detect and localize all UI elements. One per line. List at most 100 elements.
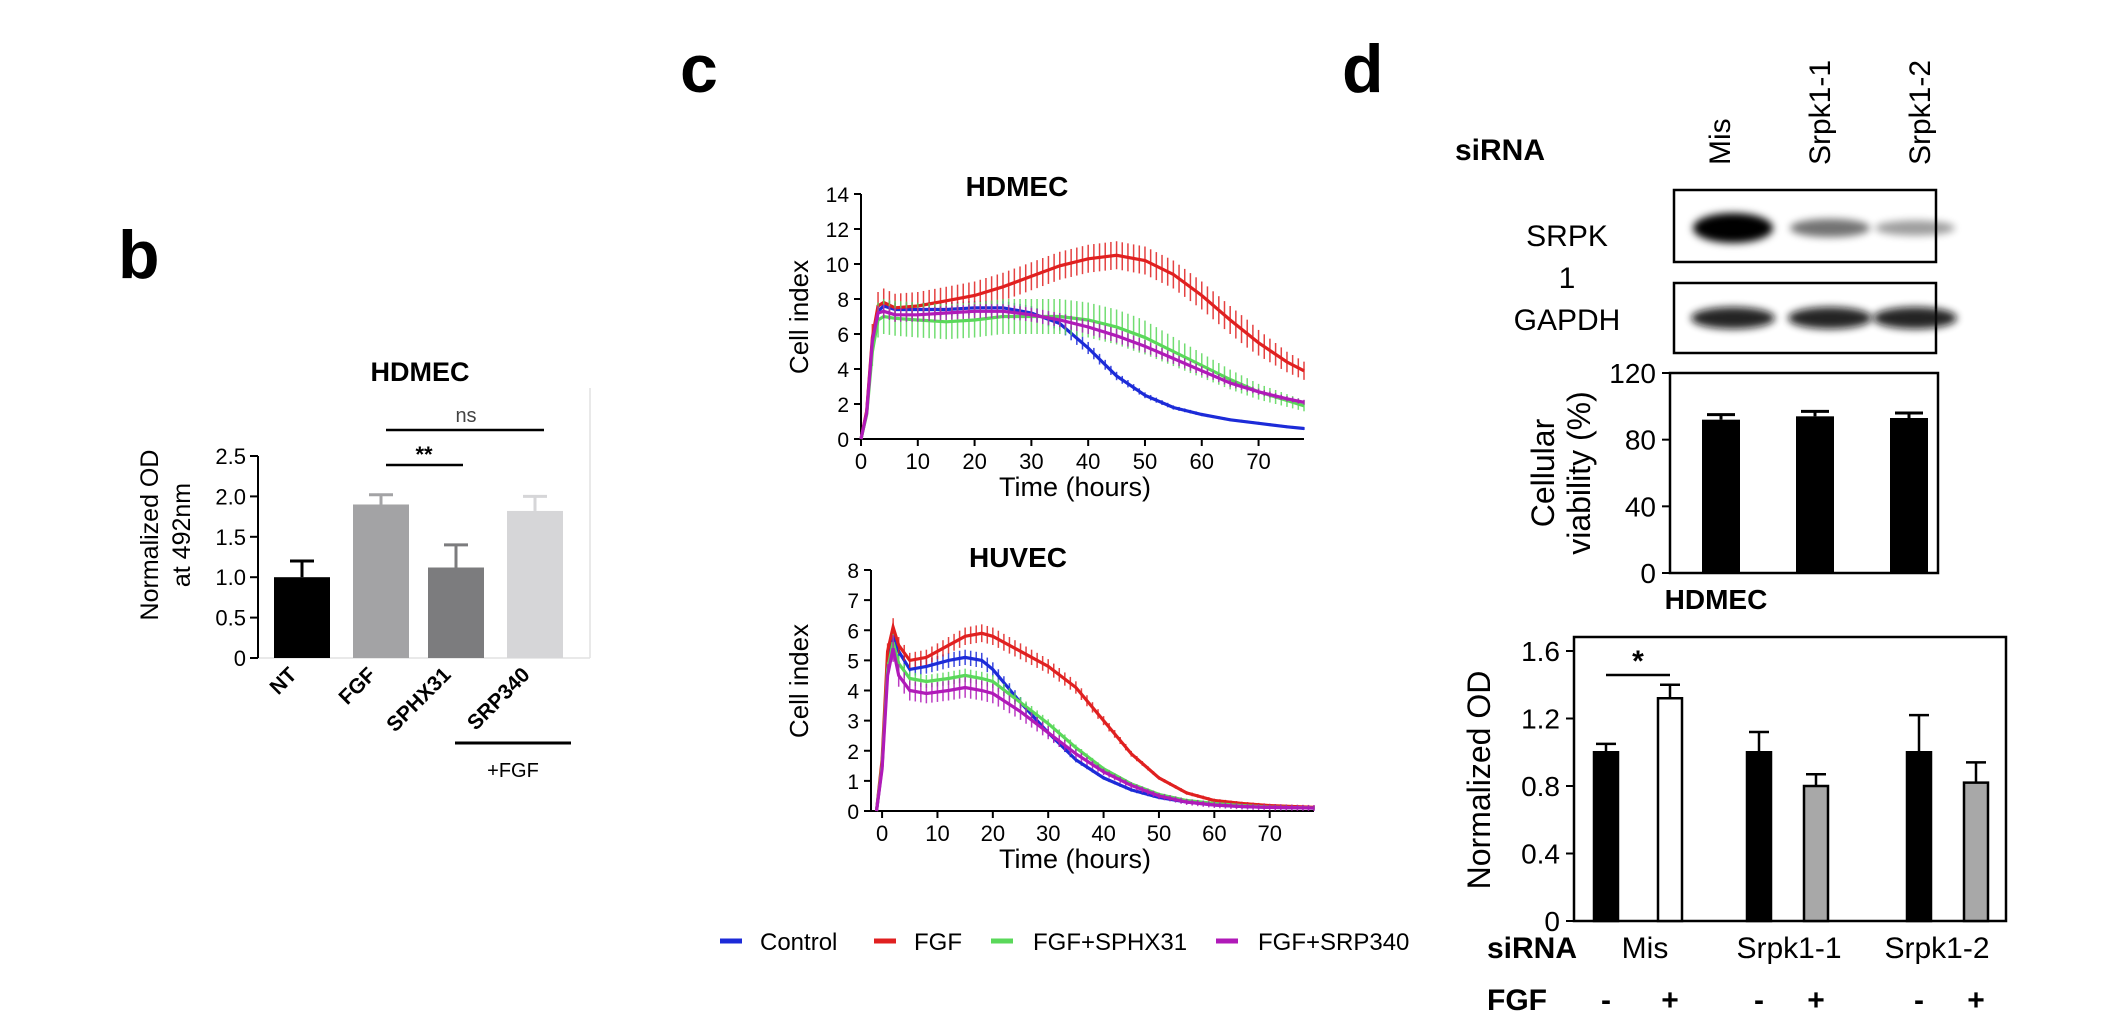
panel-b-title: HDMEC <box>371 357 470 387</box>
normalized-od-chart: HDMEC Normalized OD 0 0.4 0.8 1.2 1.6 * siRN… <box>1461 584 2008 1017</box>
blot-gapdh-band-srpk1-2 <box>1873 307 1957 329</box>
c-top-y-tick-label: 10 <box>826 254 849 277</box>
c-bottom-y-tick-label: 3 <box>847 711 859 734</box>
od-bar-srpk1-2-plus-fgf <box>1962 781 1990 923</box>
b-bar-nt <box>274 577 330 658</box>
c-bottom-series-fgf-sphx31-line <box>874 641 1315 812</box>
c-bottom-x-tick-label: 60 <box>1202 821 1226 846</box>
c-top-y-tick-label: 12 <box>826 219 849 242</box>
legend-label-fgf: FGF <box>914 929 962 956</box>
od-bar-mis-plus-fgf <box>1656 697 1684 923</box>
c-top-y-tick-label: 6 <box>837 324 849 347</box>
c-bottom-x-tick-label: 40 <box>1091 821 1115 846</box>
od-ylabel: Normalized OD <box>1461 671 1497 890</box>
c-bottom-x-tick-label: 70 <box>1257 821 1281 846</box>
b-x-tick-label: NT <box>265 663 301 699</box>
panel-c-bottom-xlabel: Time (hours) <box>999 844 1151 874</box>
c-bottom-series-control-line <box>874 632 1315 812</box>
od-frame <box>1572 635 2008 923</box>
od-y-tick-label: 0 <box>1544 906 1560 937</box>
blot-srpk-band-srpk1-1 <box>1790 218 1870 238</box>
blot-lane-label-srpk1-1: Srpk1-1 <box>1804 60 1837 165</box>
panel-b-ylabel-line1: Normalized OD <box>136 450 164 621</box>
c-top-x-tick-label: 0 <box>855 449 867 474</box>
b-x-tick-label: SRP340 <box>463 663 535 735</box>
panel-c-huvec-chart: HUVEC Cell index Time (hours) 0 1 2 3 4 5 6 7 8 0… <box>784 542 1315 874</box>
viability-bar-srpk1-1 <box>1796 416 1834 573</box>
od-y-tick-label: 0.4 <box>1521 839 1560 870</box>
b-y-tick-label: 0.5 <box>215 606 246 631</box>
viability-ylabel-line1: Cellular <box>1525 418 1561 527</box>
od-fgf-sign: - <box>1601 984 1611 1017</box>
b-x-tick-label: FGF <box>335 663 381 709</box>
od-y-tick-label: 0.8 <box>1521 771 1560 802</box>
od-category-mis: Mis <box>1622 932 1669 965</box>
c-top-x-tick-label: 50 <box>1133 449 1157 474</box>
c-bottom-series-fgf-line <box>874 621 1315 812</box>
legend-item-fgf: FGF <box>874 929 962 956</box>
b-bar-sphx31 <box>428 567 484 658</box>
b-x-tick-label: SPHX31 <box>382 663 455 736</box>
c-top-y-tick-label: 0 <box>837 429 849 452</box>
c-top-y-tick-label: 2 <box>837 394 849 417</box>
legend-item-control: Control <box>720 929 837 956</box>
c-bottom-y-tick-label: 7 <box>847 590 859 613</box>
od-bar-srpk1-2-minus-fgf <box>1905 751 1933 923</box>
legend-item-fgf-sphx31: FGF+SPHX31 <box>991 929 1187 956</box>
c-bottom-x-tick-label: 10 <box>925 821 949 846</box>
viability-ylabel-line2: viability (%) <box>1561 391 1597 555</box>
od-fgf-row-label: FGF <box>1487 984 1547 1017</box>
od-bar-srpk1-1-minus-fgf <box>1745 751 1773 923</box>
c-bottom-y-tick-label: 8 <box>847 560 859 583</box>
b-bar-srp340 <box>507 510 563 658</box>
c-top-x-tick-label: 40 <box>1076 449 1100 474</box>
blot-gapdh-label: GAPDH <box>1514 304 1621 337</box>
panel-letter-c: c <box>680 31 718 107</box>
od-fgf-sign: + <box>1661 984 1679 1017</box>
panel-c-top-title: HDMEC <box>966 171 1069 202</box>
legend-item-fgf-srp340: FGF+SRP340 <box>1216 929 1409 956</box>
b-y-tick-label: 1.5 <box>215 525 246 550</box>
od-fgf-sign: - <box>1914 984 1924 1017</box>
od-y-tick-label: 1.2 <box>1521 704 1560 735</box>
c-bottom-x-tick-label: 20 <box>981 821 1005 846</box>
od-category-srpk1-2: Srpk1-2 <box>1884 932 1989 965</box>
c-bottom-y-tick-label: 5 <box>847 650 859 673</box>
blot-lane-label-mis: Mis <box>1704 118 1737 165</box>
b-y-tick-label: 2.0 <box>215 484 246 509</box>
b-y-tick-label: 1.0 <box>215 565 246 590</box>
panel-c-bottom-title: HUVEC <box>969 542 1067 573</box>
viability-y-tick-label: 0 <box>1640 558 1656 589</box>
panel-letter-d: d <box>1342 31 1384 107</box>
western-blot: siRNA Mis Srpk1-1 Srpk1-2 SRPK 1 GAPDH <box>1455 60 1957 355</box>
b-sig-label-fgf-sphx31: ** <box>415 442 433 467</box>
b-sig-label-fgf-srp340: ns <box>455 405 476 427</box>
blot-sirna-label: siRNA <box>1455 134 1545 167</box>
od-title: HDMEC <box>1665 584 1768 615</box>
viability-y-tick-label: 120 <box>1609 358 1656 389</box>
panel-b-chart: HDMEC Normalized OD at 492nm 0 0.5 1.0 1.5 2… <box>136 357 591 782</box>
viability-bar-mis <box>1702 419 1740 573</box>
blot-lane-label-srpk1-2: Srpk1-2 <box>1904 60 1937 165</box>
viability-bar-srpk1-2 <box>1890 418 1928 573</box>
od-significance-star: * <box>1632 645 1644 678</box>
od-bar-srpk1-1-plus-fgf <box>1802 784 1830 923</box>
c-top-y-tick-label: 4 <box>837 359 849 382</box>
panel-b-group-label: +FGF <box>487 760 539 782</box>
od-fgf-sign: + <box>1967 984 1985 1017</box>
legend-label-fgf-srp340: FGF+SRP340 <box>1258 929 1409 956</box>
blot-gapdh-band-mis <box>1691 307 1775 329</box>
od-sirna-row-label: siRNA <box>1487 932 1577 965</box>
c-top-y-tick-label: 14 <box>826 184 850 207</box>
c-top-x-tick-label: 70 <box>1246 449 1270 474</box>
b-y-tick-label: 0 <box>234 646 246 671</box>
viability-chart: Cellular viability (%) 0 40 80 120 <box>1525 358 1940 589</box>
c-bottom-x-tick-label: 50 <box>1147 821 1171 846</box>
blot-srpk-label-line2: 1 <box>1559 262 1576 295</box>
c-bottom-x-tick-label: 0 <box>876 821 888 846</box>
c-bottom-series-fgf-srp340-line <box>874 647 1315 812</box>
panel-c-top-xlabel: Time (hours) <box>999 472 1151 502</box>
c-top-x-tick-label: 20 <box>962 449 986 474</box>
c-bottom-y-tick-label: 0 <box>847 801 859 824</box>
blot-srpk-band-mis <box>1693 213 1773 243</box>
